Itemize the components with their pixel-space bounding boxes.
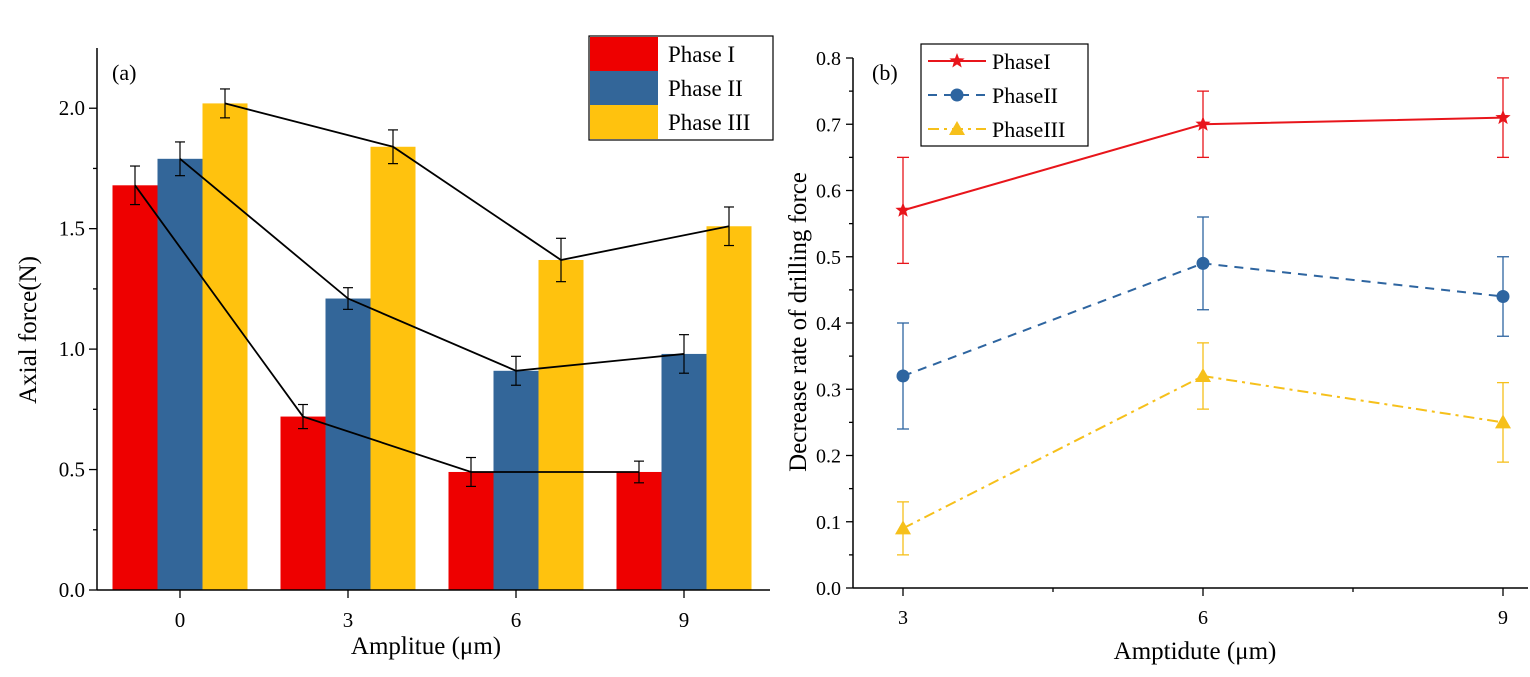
bar-phase-i-0	[112, 185, 158, 590]
y-tick-label: 0.5	[816, 247, 841, 269]
y-tick-label: 0.8	[816, 48, 841, 70]
x-tick-label: 3	[343, 608, 354, 632]
panel-b-axes: 0.0 0.1 0.2 0.3 0.4 0.5 0.6 0.7 0.8 3 6 9	[816, 48, 1528, 629]
panel-a-label: (a)	[112, 60, 136, 85]
error-bar	[298, 403, 308, 430]
trend-line-phase-iii	[224, 102, 730, 261]
panel-a: 0.0 0.5 1.0 1.5 2.0 0 3 6 9 (a) Axial force(N) A…	[15, 35, 774, 660]
error-bar	[556, 237, 566, 283]
data-point-phaseii	[1496, 290, 1510, 303]
error-bar	[724, 206, 734, 247]
panel-a-y-axis-label: Axial force(N)	[15, 256, 42, 404]
legend-marker-phaseiii	[949, 121, 965, 135]
error-bar	[466, 456, 476, 488]
error-bar	[679, 334, 689, 374]
y-tick-label: 0.4	[816, 313, 841, 335]
panel-a-trend-lines	[134, 102, 730, 473]
x-tick-label: 0	[175, 608, 186, 632]
data-point-phaseii	[1196, 256, 1210, 270]
x-tick-label: 9	[1498, 607, 1508, 629]
y-tick-label: 0.0	[59, 578, 85, 602]
bar-phase-ii-6	[493, 370, 539, 590]
panel-b-label: (b)	[872, 60, 898, 85]
trend-line-phase-i	[134, 184, 639, 473]
x-tick-label: 9	[679, 608, 690, 632]
bar-phase-iii-0	[202, 103, 248, 590]
legend-label: Phase III	[668, 110, 750, 135]
bar-phase-iii-9	[706, 226, 752, 590]
y-tick-label: 2.0	[59, 96, 85, 120]
legend-label: Phase II	[668, 76, 743, 101]
y-tick-label: 0.3	[816, 379, 841, 401]
panel-b-x-axis-label: Amptidute (μm)	[1114, 638, 1277, 665]
bar-phase-i-3	[280, 416, 326, 590]
y-tick-label: 0.6	[816, 181, 841, 203]
data-point-phaseiii	[895, 520, 911, 535]
y-tick-label: 1.0	[59, 337, 85, 361]
panel-a-bars	[112, 103, 752, 590]
legend-marker-phaseii	[950, 88, 964, 102]
bar-phase-i-9	[616, 471, 662, 590]
y-tick-label: 1.5	[59, 217, 85, 241]
bar-phase-iii-3	[370, 146, 416, 590]
legend-swatch-phase-i	[590, 37, 658, 71]
data-point-phaseii	[896, 369, 910, 383]
error-bar	[388, 129, 398, 165]
bar-phase-ii-3	[325, 298, 371, 590]
y-tick-label: 0.0	[816, 578, 841, 600]
panel-b-legend: PhaseI PhaseII PhaseIII	[920, 43, 1089, 147]
error-bar	[130, 165, 140, 206]
legend-label: Phase I	[668, 42, 735, 67]
panel-b-y-axis-label: Decrease rate of drilling force	[785, 172, 812, 472]
panel-b-series	[895, 77, 1511, 556]
y-tick-label: 0.1	[816, 512, 841, 534]
y-tick-label: 0.2	[816, 446, 841, 468]
error-bar	[220, 88, 230, 119]
y-tick-label: 0.5	[59, 458, 85, 482]
bar-phase-ii-9	[661, 353, 707, 590]
x-tick-label: 3	[898, 607, 908, 629]
legend-label: PhaseI	[992, 49, 1051, 74]
data-point-phasei	[1195, 116, 1211, 131]
y-tick-label: 0.7	[816, 114, 841, 136]
series-phaseii	[896, 216, 1510, 430]
data-point-phasei	[895, 202, 911, 217]
series-phaseiii	[895, 342, 1511, 556]
panel-b: 0.0 0.1 0.2 0.3 0.4 0.5 0.6 0.7 0.8 3 6 9 (b) Decre…	[785, 43, 1528, 665]
x-tick-label: 6	[1198, 607, 1208, 629]
panel-a-axes: 0.0 0.5 1.0 1.5 2.0 0 3 6 9	[59, 48, 770, 632]
legend-label: PhaseIII	[992, 117, 1065, 142]
panel-a-legend: Phase I Phase II Phase III	[588, 35, 774, 141]
x-tick-label: 6	[511, 608, 522, 632]
data-point-phasei	[1495, 109, 1511, 125]
bar-phase-ii-0	[157, 158, 203, 590]
data-point-phaseiii	[1195, 368, 1211, 382]
panel-a-x-axis-label: Amplitue (μm)	[351, 633, 501, 660]
legend-swatch-phase-iii	[590, 105, 658, 139]
series-phasei	[895, 77, 1511, 265]
error-bar	[343, 287, 353, 310]
error-bar	[511, 355, 521, 386]
bar-phase-i-6	[448, 471, 494, 590]
panel-a-error-bars	[130, 88, 734, 488]
error-bar	[175, 141, 185, 177]
legend-marker-phasei	[949, 53, 965, 68]
trend-line-phase-ii	[179, 158, 685, 372]
error-bar	[634, 460, 644, 484]
legend-label: PhaseII	[992, 83, 1058, 108]
data-point-phaseiii	[1495, 414, 1511, 429]
bar-phase-iii-6	[538, 259, 584, 590]
legend-swatch-phase-ii	[590, 71, 658, 105]
